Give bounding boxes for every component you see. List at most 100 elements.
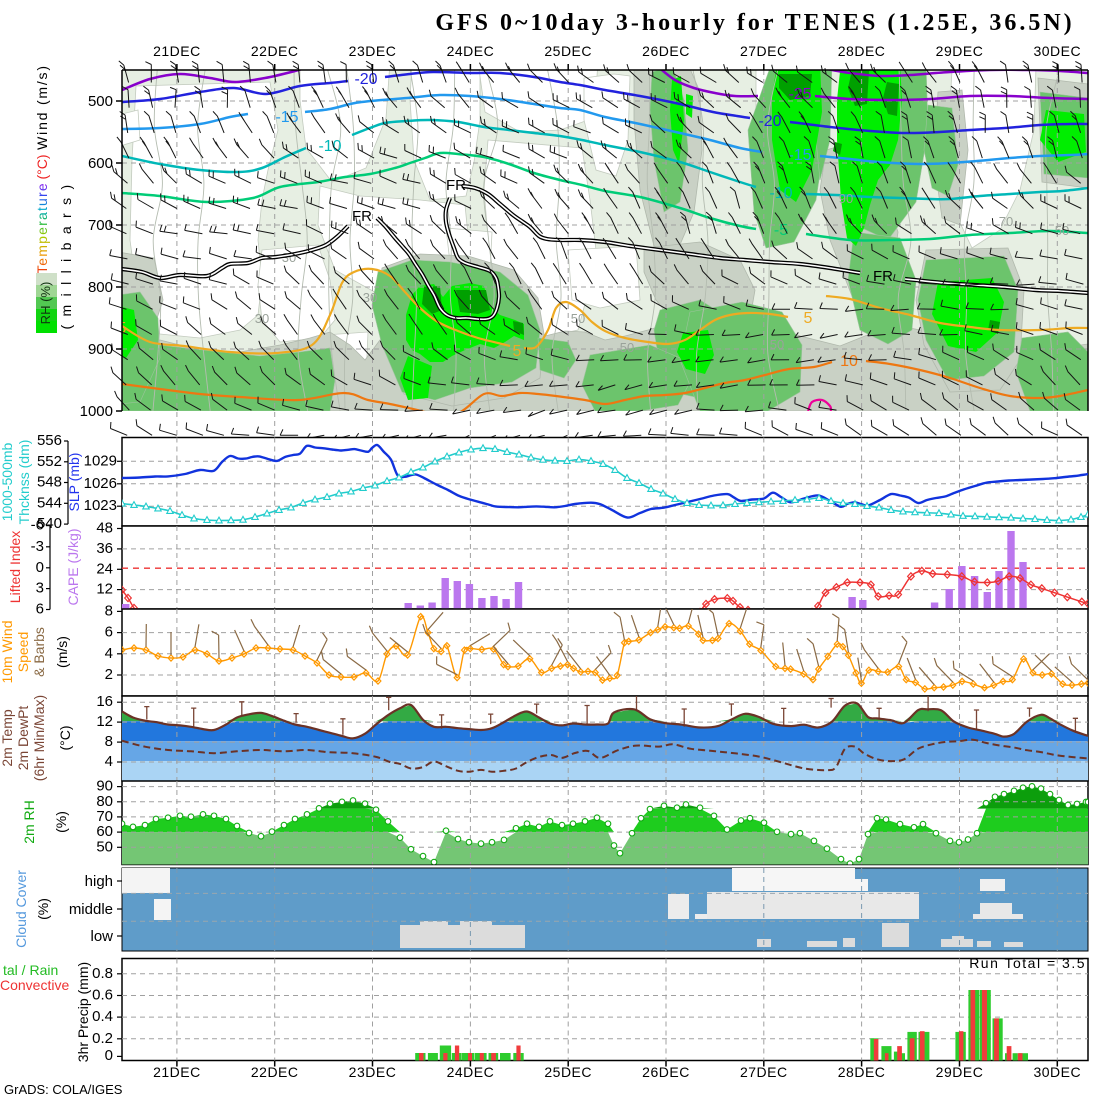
svg-text:10m Wind: 10m Wind (0, 620, 15, 683)
svg-text:1000: 1000 (80, 403, 113, 420)
svg-text:GrADS: COLA/IGES: GrADS: COLA/IGES (4, 1082, 123, 1097)
svg-text:5: 5 (118, 320, 127, 337)
svg-text:(°C): (°C) (57, 725, 73, 750)
svg-text:5: 5 (804, 310, 813, 327)
svg-text:3: 3 (36, 580, 44, 597)
svg-text:& Barbs: & Barbs (31, 627, 47, 677)
svg-text:GFS 0~10day 3-hourly for TENES: GFS 0~10day 3-hourly for TENES (1.25E, 3… (435, 10, 1074, 36)
svg-text:Lifted Index: Lifted Index (7, 531, 23, 603)
svg-text:Speed: Speed (15, 632, 31, 672)
svg-text:21DEC: 21DEC (153, 1064, 201, 1080)
svg-text:6: 6 (105, 624, 113, 641)
svg-text:Convective: Convective (0, 977, 69, 993)
svg-text:-20: -20 (354, 71, 377, 88)
svg-text:5: 5 (513, 343, 522, 360)
svg-text:500: 500 (88, 93, 113, 110)
svg-text:70: 70 (999, 214, 1013, 229)
svg-text:24DEC: 24DEC (447, 1064, 495, 1080)
svg-text:70: 70 (96, 808, 113, 825)
svg-text:544: 544 (37, 494, 62, 511)
svg-text:30: 30 (363, 290, 377, 305)
svg-text:1026: 1026 (84, 475, 117, 492)
svg-text:-25: -25 (788, 86, 811, 103)
svg-text:30DEC: 30DEC (1033, 1064, 1081, 1080)
svg-text:RH (%): RH (%) (38, 282, 53, 325)
svg-text:50: 50 (96, 838, 113, 855)
svg-text:50: 50 (1055, 223, 1069, 238)
svg-text:3hr Precip (mm): 3hr Precip (mm) (75, 962, 91, 1062)
svg-text:SLP (mb): SLP (mb) (66, 453, 82, 512)
svg-text:0.2: 0.2 (92, 1030, 113, 1047)
svg-text:50: 50 (770, 337, 784, 352)
svg-text:-5: -5 (774, 222, 788, 239)
svg-text:CAPE (J/kg): CAPE (J/kg) (65, 528, 81, 605)
svg-text:FR: FR (352, 208, 372, 225)
svg-text:6: 6 (36, 601, 44, 618)
svg-text:1000-500mb: 1000-500mb (0, 442, 15, 521)
svg-text:0.8: 0.8 (92, 965, 113, 982)
svg-text:80: 80 (96, 793, 113, 810)
svg-text:552: 552 (37, 453, 62, 470)
svg-text:540: 540 (37, 515, 62, 532)
svg-text:548: 548 (37, 474, 62, 491)
svg-text:-10: -10 (769, 185, 792, 202)
svg-text:1029: 1029 (84, 452, 117, 469)
svg-text:29DEC: 29DEC (936, 43, 984, 59)
svg-text:16: 16 (96, 693, 113, 710)
svg-text:25DEC: 25DEC (544, 1064, 592, 1080)
svg-text:(6hr Min/Max): (6hr Min/Max) (31, 695, 47, 781)
svg-text:36: 36 (96, 540, 113, 557)
svg-text:12: 12 (96, 581, 113, 598)
svg-text:-15: -15 (275, 109, 298, 126)
svg-text:Run Total = 3.5: Run Total = 3.5 (969, 955, 1086, 971)
svg-text:0: 0 (36, 559, 44, 576)
svg-text:Temperature: Temperature (34, 182, 50, 274)
svg-text:Wind (m/s): Wind (m/s) (34, 64, 50, 150)
svg-text:FR: FR (873, 268, 893, 285)
svg-text:1023: 1023 (84, 497, 117, 514)
svg-text:2: 2 (105, 666, 113, 683)
svg-text:21DEC: 21DEC (153, 43, 201, 59)
svg-text:2m DewPt: 2m DewPt (15, 706, 31, 771)
svg-text:22DEC: 22DEC (251, 1064, 299, 1080)
svg-text:middle: middle (69, 901, 113, 918)
svg-text:24: 24 (96, 560, 113, 577)
svg-text:50: 50 (620, 340, 634, 355)
svg-text:tal / Rain: tal / Rain (3, 962, 58, 978)
svg-text:50: 50 (571, 311, 585, 326)
svg-text:(millibars): (millibars) (58, 176, 74, 329)
svg-text:8: 8 (105, 602, 113, 619)
svg-text:27DEC: 27DEC (740, 43, 788, 59)
svg-text:4: 4 (105, 645, 113, 662)
svg-text:30DEC: 30DEC (1033, 43, 1081, 59)
svg-text:28DEC: 28DEC (838, 1064, 886, 1080)
svg-text:-3: -3 (31, 538, 44, 555)
svg-text:29DEC: 29DEC (936, 1064, 984, 1080)
svg-text:-10: -10 (318, 138, 341, 155)
svg-text:25DEC: 25DEC (544, 43, 592, 59)
svg-text:30: 30 (255, 311, 269, 326)
svg-text:10: 10 (840, 353, 858, 370)
svg-text:23DEC: 23DEC (349, 1064, 397, 1080)
svg-text:2m RH: 2m RH (21, 800, 37, 844)
svg-text:FR: FR (446, 177, 466, 194)
svg-text:23DEC: 23DEC (349, 43, 397, 59)
svg-text:4: 4 (105, 753, 113, 770)
svg-text:8: 8 (105, 733, 113, 750)
svg-text:Cloud Cover: Cloud Cover (13, 870, 29, 948)
svg-text:-15: -15 (788, 147, 811, 164)
svg-text:low: low (90, 928, 113, 945)
svg-text:0: 0 (105, 1047, 113, 1064)
svg-text:26DEC: 26DEC (642, 43, 690, 59)
svg-text:(%): (%) (35, 898, 51, 920)
svg-text:90: 90 (839, 191, 853, 206)
svg-text:high: high (85, 873, 113, 890)
svg-text:48: 48 (96, 520, 113, 537)
svg-text:90: 90 (96, 778, 113, 795)
svg-text:24DEC: 24DEC (447, 43, 495, 59)
svg-text:(m/s): (m/s) (54, 636, 70, 668)
svg-text:-6: -6 (31, 517, 44, 534)
svg-text:(%): (%) (53, 811, 69, 833)
svg-text:800: 800 (88, 279, 113, 296)
svg-text:Thcknss (dm): Thcknss (dm) (16, 440, 32, 525)
